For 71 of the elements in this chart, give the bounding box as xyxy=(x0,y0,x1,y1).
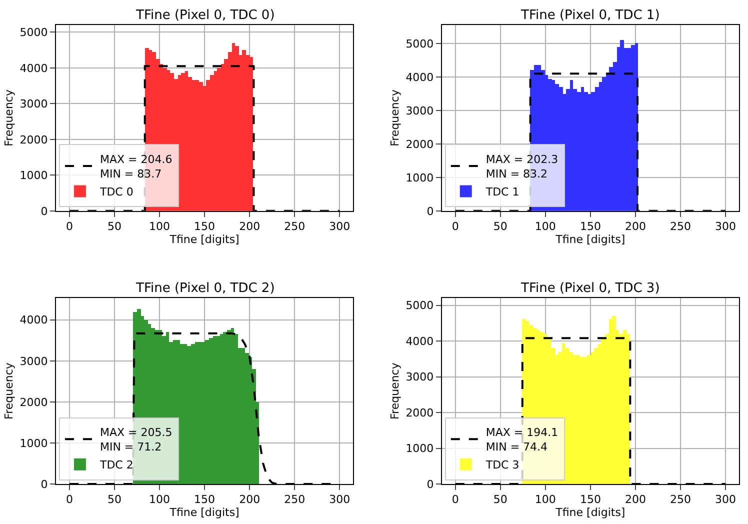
x-tick-label: 250 xyxy=(670,220,691,234)
legend-label: MAX = 202.3 MIN = 83.2 xyxy=(486,153,558,180)
x-tick-label: 300 xyxy=(714,493,736,506)
y-tick-label: 3000 xyxy=(20,98,48,110)
y-tick-label: 1000 xyxy=(20,436,48,450)
x-tick-label: 250 xyxy=(284,220,306,234)
x-tick-label: 100 xyxy=(149,220,170,234)
x-tick-label: 200 xyxy=(239,220,260,234)
x-tick-label: 200 xyxy=(624,220,646,234)
y-tick-label: 3000 xyxy=(20,354,48,368)
y-tick-label: 2000 xyxy=(20,396,48,409)
x-tick-label: 150 xyxy=(580,220,601,234)
x-tick-label: 0 xyxy=(66,220,73,234)
x-axis-title: Tfine [digits] xyxy=(168,233,240,246)
x-tick-label: 100 xyxy=(534,493,556,506)
x-axis-title: Tfine [digits] xyxy=(554,506,626,520)
y-tick-label: 0 xyxy=(426,204,434,218)
x-tick-label: 150 xyxy=(194,493,216,506)
y-tick-label: 4000 xyxy=(20,314,48,327)
y-axis-title: Frequency xyxy=(2,89,16,146)
y-tick-label: 2000 xyxy=(406,138,434,151)
x-tick-label: 300 xyxy=(329,220,350,234)
y-tick-label: 1000 xyxy=(20,169,48,182)
chart-title: TFine (Pixel 0, TDC 0) xyxy=(135,8,275,23)
y-tick-label: 0 xyxy=(40,204,48,218)
chart-title: TFine (Pixel 0, TDC 2) xyxy=(135,281,275,296)
y-axis-title: Frequency xyxy=(388,362,402,420)
x-tick-label: 250 xyxy=(284,493,306,506)
x-tick-label: 250 xyxy=(670,493,691,506)
legend-label: TDC 3 xyxy=(484,458,520,472)
x-axis-title: Tfine [digits] xyxy=(168,506,240,520)
legend-label: MAX = 205.5 MIN = 71.2 xyxy=(100,426,172,454)
y-axis-title: Frequency xyxy=(2,362,16,420)
y-tick-label: 0 xyxy=(40,478,48,491)
x-tick-label: 300 xyxy=(714,220,736,234)
y-tick-label: 1000 xyxy=(406,442,434,456)
x-tick-label: 50 xyxy=(108,493,122,506)
chart-title: TFine (Pixel 0, TDC 1) xyxy=(520,8,660,23)
y-tick-label: 4000 xyxy=(406,334,434,348)
y-tick-label: 5000 xyxy=(20,26,48,39)
y-tick-label: 4000 xyxy=(20,62,48,75)
x-tick-label: 200 xyxy=(239,493,260,506)
legend-label: TDC 2 xyxy=(98,458,134,472)
y-tick-label: 5000 xyxy=(406,37,434,50)
x-axis-title: Tfine [digits] xyxy=(554,233,626,246)
y-tick-label: 2000 xyxy=(20,133,48,146)
x-tick-label: 150 xyxy=(580,493,601,506)
x-tick-label: 150 xyxy=(194,220,216,234)
x-tick-label: 0 xyxy=(66,493,73,506)
x-tick-label: 0 xyxy=(452,493,459,506)
y-tick-label: 3000 xyxy=(406,104,434,118)
y-tick-label: 3000 xyxy=(406,370,434,384)
legend-label: MAX = 204.6 MIN = 83.7 xyxy=(100,153,172,180)
x-tick-label: 50 xyxy=(493,493,508,506)
x-tick-label: 200 xyxy=(624,493,646,506)
y-tick-label: 0 xyxy=(426,478,434,491)
x-tick-label: 0 xyxy=(452,220,459,234)
y-tick-label: 4000 xyxy=(406,70,434,84)
y-tick-label: 5000 xyxy=(406,299,434,312)
x-tick-label: 100 xyxy=(149,493,170,506)
legend-label: TDC 1 xyxy=(484,186,520,199)
x-tick-label: 300 xyxy=(329,493,350,506)
chart-title: TFine (Pixel 0, TDC 3) xyxy=(520,281,660,296)
legend-label: MAX = 194.1 MIN = 74.4 xyxy=(486,426,558,454)
y-tick-label: 2000 xyxy=(406,406,434,420)
y-axis-title: Frequency xyxy=(388,89,402,146)
x-tick-label: 50 xyxy=(493,220,508,234)
y-tick-label: 1000 xyxy=(406,171,434,184)
legend-label: TDC 0 xyxy=(98,186,134,199)
x-tick-label: 100 xyxy=(534,220,556,234)
x-tick-label: 50 xyxy=(108,220,122,234)
